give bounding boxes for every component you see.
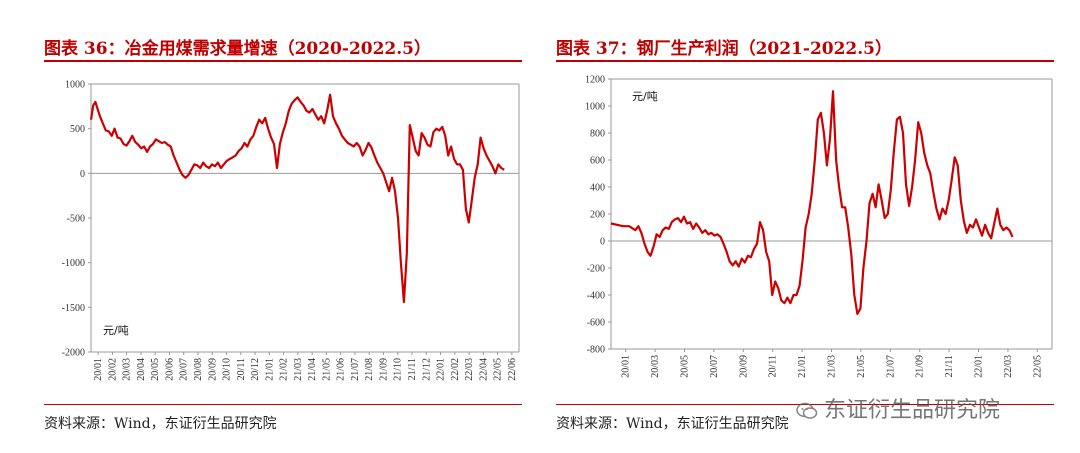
x-tick-label: 20/06	[164, 358, 175, 381]
x-tick-label: 22/02	[450, 358, 461, 381]
x-tick-label: 20/12	[250, 358, 261, 381]
x-tick-label: 21/09	[378, 358, 389, 381]
x-tick-label: 21/04	[307, 358, 318, 381]
chart-panel-right: 图表 37：钢厂生产利润（2021-2022.5） 1200 1000 800 600…	[540, 0, 1080, 453]
y-tick-label: 1000	[585, 102, 605, 113]
unit-label: 元/吨	[632, 90, 658, 103]
series-line	[89, 93, 505, 304]
y-tick-label: 800	[590, 129, 605, 140]
unit-label: 元/吨	[103, 324, 129, 337]
wechat-icon	[796, 402, 818, 419]
x-tick-label: 20/01	[93, 358, 104, 381]
x-tick-label: 22/01	[974, 355, 985, 378]
line-chart-left: 1000 500 0 -500 -1000 -1500 -2000 20/01 20/02 20/…	[62, 80, 520, 381]
x-tick-label: 22/03	[464, 358, 475, 381]
title-rule-right	[556, 60, 1054, 62]
x-tick-label: 21/03	[293, 358, 304, 381]
x-tick-label: 22/06	[507, 358, 518, 381]
y-tick-label: -600	[587, 318, 605, 329]
x-tick-label: 21/10	[393, 358, 404, 381]
y-tick-label: 1200	[585, 75, 605, 86]
y-tick-label: 200	[590, 210, 605, 221]
x-tick-label: 20/03	[650, 355, 661, 378]
source-rule-right	[556, 404, 1054, 405]
source-note-left: 资料来源：Wind，东证衍生品研究院	[44, 416, 277, 432]
x-tick-label: 20/08	[193, 358, 204, 381]
y-tick-label: 600	[590, 156, 605, 167]
source-note-right: 资料来源：Wind，东证衍生品研究院	[556, 416, 789, 432]
y-tick-label: 1000	[65, 80, 85, 91]
title-rule-left	[44, 60, 522, 62]
line-chart-right: 1200 1000 800 600 400 200 0 -200 -400 -600 -800 20/…	[585, 75, 1053, 378]
x-tick-label: 21/02	[279, 358, 290, 381]
source-rule-left	[44, 404, 522, 405]
x-tick-label: 21/11	[944, 355, 955, 377]
x-tick-label: 22/03	[1003, 355, 1014, 378]
x-tick-label: 22/05	[493, 358, 504, 381]
x-tick-label: 22/01	[436, 358, 447, 381]
y-tick-label: 500	[70, 124, 85, 135]
x-tick-label: 20/05	[680, 355, 691, 378]
x-tick-label: 21/06	[336, 358, 347, 381]
watermark-text: 东证衍生品研究院	[824, 398, 1001, 423]
x-tick-label: 21/05	[321, 358, 332, 381]
x-tick-label: 21/07	[350, 358, 361, 381]
x-tick-label: 20/01	[621, 355, 632, 378]
x-tick-label: 20/02	[107, 358, 118, 381]
y-tick-label: -800	[587, 345, 605, 356]
y-tick-label: -500	[67, 214, 85, 225]
y-tick-label: -200	[587, 264, 605, 275]
x-tick-label: 22/04	[478, 358, 489, 381]
x-tick-label: 21/05	[856, 355, 867, 378]
y-tick-label: 0	[80, 169, 85, 180]
chart-title-left: 图表 36：冶金用煤需求量增速（2020-2022.5）	[44, 39, 432, 59]
x-tick-label: 21/08	[364, 358, 375, 381]
x-tick-label: 21/01	[797, 355, 808, 378]
y-tick-label: 0	[600, 237, 605, 248]
y-tick-label: -400	[587, 291, 605, 302]
chart-title-right: 图表 37：钢厂生产利润（2021-2022.5）	[556, 39, 893, 59]
y-tick-label: -1500	[62, 303, 85, 314]
x-tick-label: 20/11	[236, 358, 247, 380]
x-tick-label: 21/07	[885, 355, 896, 378]
x-tick-label: 20/03	[122, 358, 133, 381]
x-tick-label: 20/07	[179, 358, 190, 381]
chart-panel-left: 图表 36：冶金用煤需求量增速（2020-2022.5） 1000 500 0 -50…	[44, 39, 522, 432]
x-tick-label: 22/05	[1032, 355, 1043, 378]
x-tick-label: 20/09	[738, 355, 749, 378]
x-tick-label: 20/10	[222, 358, 233, 381]
y-tick-label: -1000	[62, 258, 85, 269]
x-tick-label: 20/09	[207, 358, 218, 381]
x-tick-label: 21/01	[264, 358, 275, 381]
x-tick-label: 20/04	[136, 358, 147, 381]
x-tick-label: 20/07	[709, 355, 720, 378]
x-tick-label: 21/11	[407, 358, 418, 380]
series-line	[610, 90, 1014, 315]
x-tick-label: 21/12	[421, 358, 432, 381]
y-tick-label: -2000	[62, 348, 85, 359]
y-tick-label: 400	[590, 183, 605, 194]
watermark: 东证衍生品研究院	[796, 392, 1000, 424]
x-tick-label: 21/03	[827, 355, 838, 378]
x-tick-label: 20/05	[150, 358, 161, 381]
x-tick-label: 21/09	[915, 355, 926, 378]
x-tick-label: 20/11	[768, 355, 779, 377]
